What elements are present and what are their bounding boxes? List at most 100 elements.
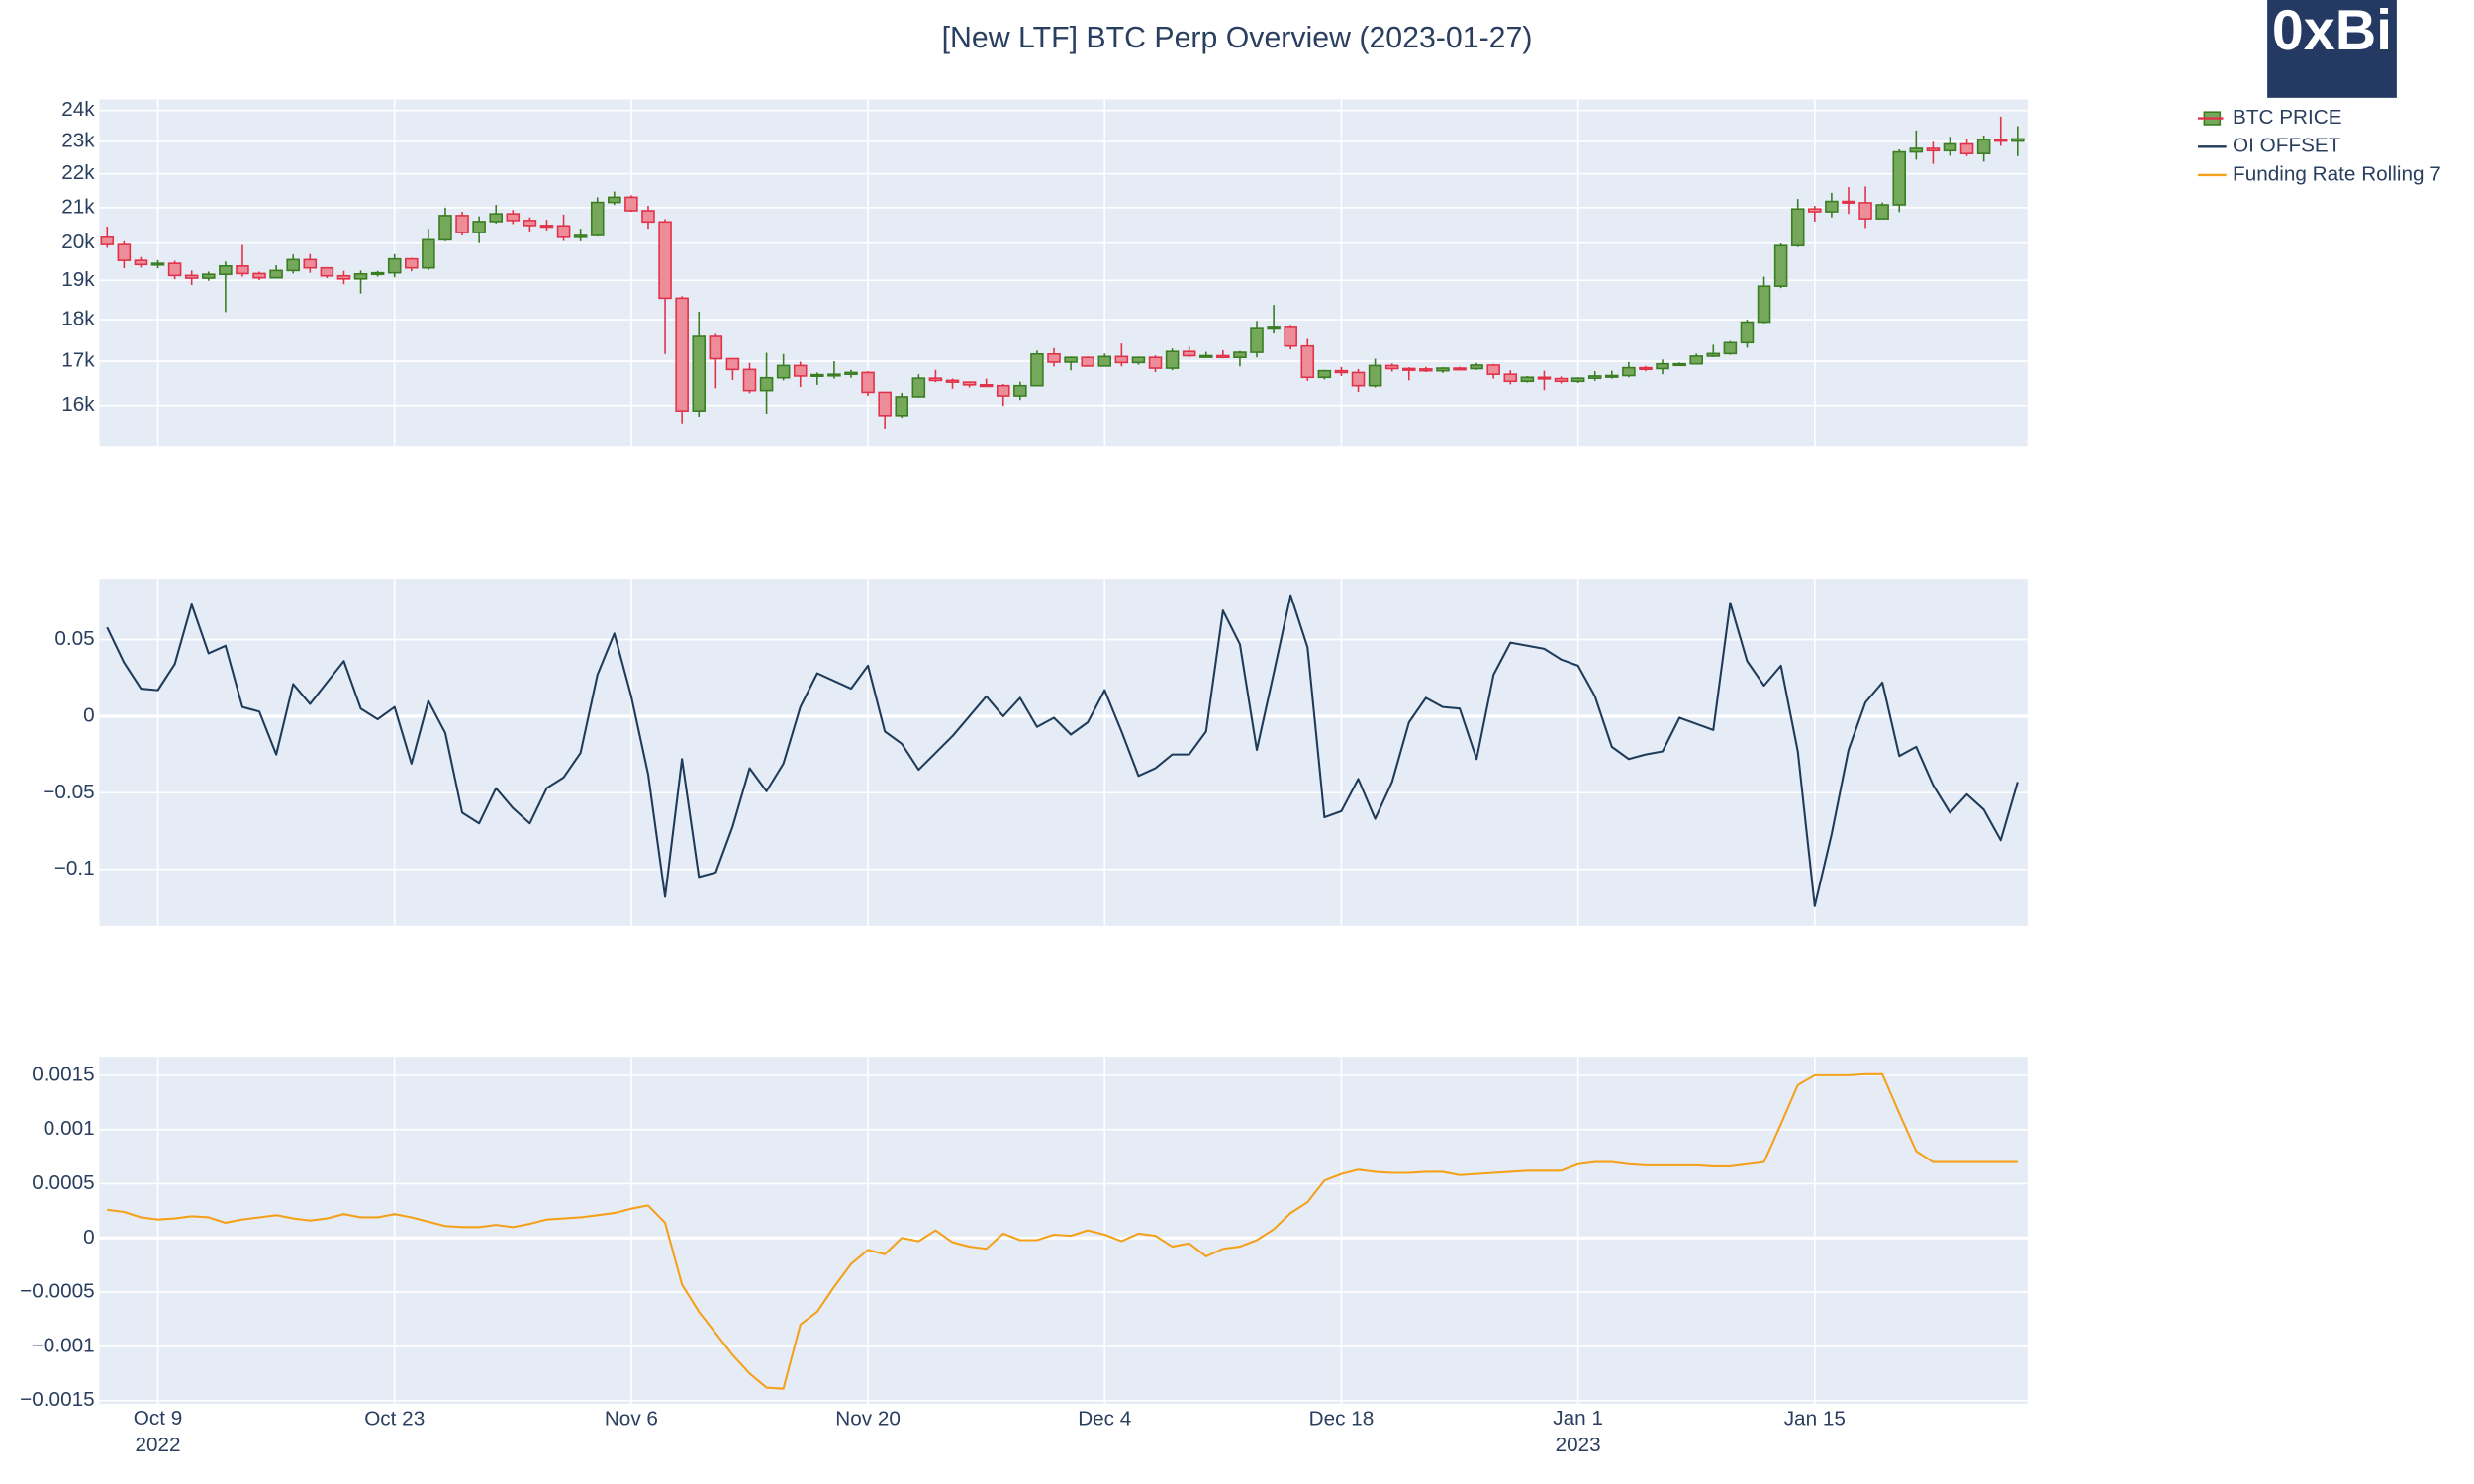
candle-body [962,381,977,386]
candle-body [100,236,115,245]
x-tick-label: Jan 15 [1784,1407,1846,1430]
candle-body [1842,200,1856,204]
candle-body [286,258,300,272]
candle-body [725,357,740,371]
candle-body [269,269,283,279]
candle-body [776,364,791,379]
candle-body [472,221,486,233]
plot-area [99,579,2028,926]
y-tick-label: −0.05 [43,781,94,803]
y-tick-label: 0.0015 [32,1063,94,1085]
candle-body [861,371,875,394]
candle-body [979,384,994,388]
candle-body [1384,364,1399,370]
candle-body [2011,138,2025,142]
candle-body [1858,202,1872,220]
candle-body [1436,367,1450,372]
y-tick-label: 20k [61,231,95,253]
candle-body [911,377,926,398]
chart-title: [New LTF] BTC Perp Overview (2023-01-27) [942,22,1533,54]
candle-body [455,215,469,233]
candle-body [878,391,892,417]
candle-body [1334,369,1349,374]
x-tick-label: Nov 6 [605,1407,658,1430]
candle-body [236,265,249,275]
candle-body [134,259,148,266]
series-line [106,594,2019,907]
plot-area [99,1057,2028,1405]
candle-body [1790,208,1805,247]
candle-body [1114,355,1129,364]
candle-body [1368,364,1382,387]
y-tick-label: 17k [61,349,95,372]
candle-body [1402,367,1416,371]
y-tick-label: −0.001 [32,1334,95,1356]
candle-body [996,384,1010,397]
series-line [107,1072,2018,1390]
candle-body [1317,369,1332,379]
y-tick-label: −0.1 [54,857,95,880]
candle-body [1165,350,1180,369]
candle-body [1909,147,1924,153]
candle-body [167,262,182,277]
candle-body [1198,354,1213,358]
candle-body [184,274,199,279]
y-tick-label: 24k [61,98,95,121]
candle-body [523,220,537,227]
candle-body [1030,352,1044,387]
candle-body [438,215,452,241]
candle-body [1570,377,1585,383]
candle-body [1993,139,2008,142]
y-tick-label: 19k [61,268,95,291]
candle-body [793,364,808,377]
y-tick-label: 0.0005 [32,1171,94,1194]
candle-body [1740,321,1755,344]
candle-body [810,373,824,378]
candle-body [150,262,165,266]
y-tick-label: 22k [61,161,95,184]
candle-body [1233,351,1247,359]
candle-body [1081,356,1094,367]
candle-body [1250,327,1264,353]
candle-body [320,266,334,277]
candle-body [1554,377,1569,383]
candle-body [1148,356,1163,369]
candle-body [1689,355,1703,365]
y-tick-label: −0.0005 [20,1280,94,1303]
y-tick-label: 0 [83,703,95,726]
candle-body [370,271,385,276]
candle-body [1503,373,1518,383]
candle-body [1351,371,1366,387]
candle-body [422,238,435,269]
candle-body [539,225,554,229]
candle-body [1284,326,1297,347]
candle-body [1959,142,1974,155]
candle-body [1875,204,1889,220]
y-tick-label: 0.05 [54,627,94,650]
y-tick-label: 0 [83,1226,95,1249]
candle-body [709,335,723,360]
x-tick-label: Dec 18 [1309,1407,1375,1430]
candle-body [692,335,707,412]
candle-body [506,213,521,222]
candle-body [759,376,774,392]
candle-body [1047,352,1061,363]
candle-body [1672,362,1686,367]
legend-label: Funding Rate Rolling 7 [2233,162,2441,185]
candle-body [252,272,266,279]
candle-body [1639,366,1653,370]
candle-body [827,373,841,377]
candle-body [608,196,621,204]
candle-body [742,368,757,392]
candle-body [1723,341,1738,355]
candle-body [336,274,351,280]
x-tick-label: Oct 9 2022 [134,1407,183,1456]
candle-body [1892,150,1907,206]
candle-body [624,196,638,212]
candle-body [387,257,402,274]
candle-body [844,371,858,375]
candle-body [658,221,672,300]
logo: 0xBi [2272,0,2392,62]
